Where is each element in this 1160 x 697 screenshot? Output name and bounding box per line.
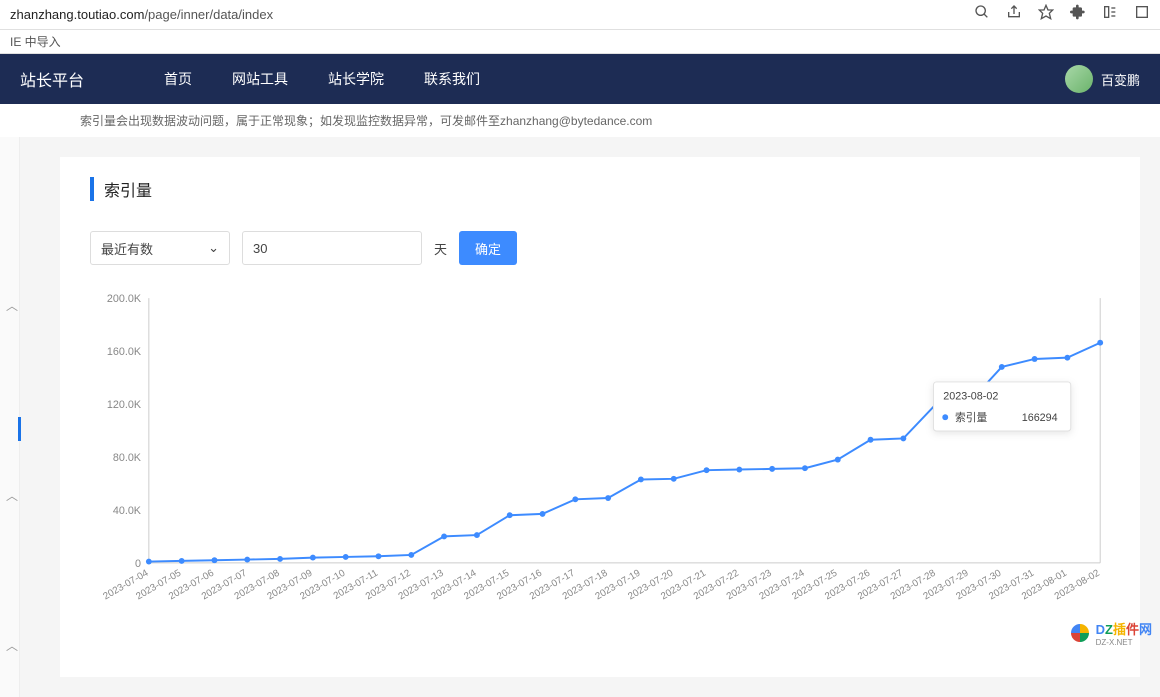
url-display: zhanzhang.toutiao.com/page/inner/data/in… — [10, 7, 974, 22]
left-sidebar: ︿ ︿ ︿ — [0, 137, 20, 697]
period-select[interactable]: 最近有数 ⌄ — [90, 231, 230, 265]
svg-text:166294: 166294 — [1022, 412, 1058, 424]
chevron-up-icon[interactable]: ︿ — [6, 487, 18, 504]
watermark-text: DZ插件网 — [1096, 619, 1152, 638]
bookmark-item[interactable]: IE 中导入 — [10, 33, 61, 50]
chevron-up-icon[interactable]: ︿ — [6, 297, 18, 314]
svg-text:40.0K: 40.0K — [113, 505, 142, 517]
browser-address-bar: zhanzhang.toutiao.com/page/inner/data/in… — [0, 0, 1160, 30]
nav-menu: 首页 网站工具 站长学院 联系我们 — [164, 69, 1065, 89]
nav-academy[interactable]: 站长学院 — [328, 69, 384, 89]
share-icon[interactable] — [1006, 4, 1022, 25]
watermark-sub: DZ-X.NET — [1096, 638, 1152, 647]
nav-tools[interactable]: 网站工具 — [232, 69, 288, 89]
svg-text:160.0K: 160.0K — [107, 346, 142, 358]
window-icon[interactable] — [1134, 4, 1150, 25]
username: 百变鹏 — [1101, 70, 1140, 89]
chevron-down-icon: ⌄ — [208, 240, 219, 256]
svg-text:80.0K: 80.0K — [113, 452, 142, 464]
site-nav: 站长平台 首页 网站工具 站长学院 联系我们 百变鹏 — [0, 54, 1160, 104]
info-email[interactable]: zhanzhang@bytedance.com — [500, 114, 652, 128]
svg-text:2023-08-02: 2023-08-02 — [943, 391, 998, 403]
user-area[interactable]: 百变鹏 — [1065, 65, 1140, 93]
search-icon[interactable] — [974, 4, 990, 25]
svg-text:120.0K: 120.0K — [107, 399, 142, 411]
bookmark-bar: IE 中导入 — [0, 30, 1160, 54]
reading-list-icon[interactable] — [1102, 4, 1118, 25]
watermark-text-wrap: DZ插件网 DZ-X.NET — [1096, 619, 1152, 647]
confirm-button[interactable]: 确定 — [459, 231, 517, 265]
sidebar-active-indicator — [18, 417, 21, 441]
svg-text:200.0K: 200.0K — [107, 293, 142, 305]
url-host: zhanzhang.toutiao.com — [10, 7, 144, 22]
star-icon[interactable] — [1038, 4, 1054, 25]
svg-text:索引量: 索引量 — [955, 411, 988, 424]
svg-text:0: 0 — [135, 558, 141, 570]
platform-title: 站长平台 — [20, 67, 84, 91]
chart-svg: 040.0K80.0K120.0K160.0K200.0K2023-07-042… — [90, 285, 1110, 625]
nav-contact[interactable]: 联系我们 — [424, 69, 480, 89]
browser-action-icons — [974, 4, 1150, 25]
info-message: 索引量会出现数据波动问题，属于正常现象；如发现监控数据异常，可发邮件至 — [80, 114, 500, 128]
chart-controls: 最近有数 ⌄ 天 确定 — [90, 231, 1110, 265]
watermark-logo-icon — [1068, 621, 1092, 645]
select-label: 最近有数 — [101, 239, 153, 258]
extensions-icon[interactable] — [1070, 4, 1086, 25]
info-banner: 索引量会出现数据波动问题，属于正常现象；如发现监控数据异常，可发邮件至zhanz… — [0, 104, 1160, 137]
days-input[interactable] — [242, 231, 422, 265]
content-area: ︿ ︿ ︿ 索引量 最近有数 ⌄ 天 确定 0 40.0K 80.0K 120.0K 1… — [0, 137, 1160, 697]
chevron-up-icon[interactable]: ︿ — [6, 637, 18, 654]
main-panel: 索引量 最近有数 ⌄ 天 确定 0 40.0K 80.0K 120.0K 160.0K 2… — [60, 157, 1140, 677]
nav-home[interactable]: 首页 — [164, 69, 192, 89]
watermark: DZ插件网 DZ-X.NET — [1068, 619, 1152, 647]
avatar — [1065, 65, 1093, 93]
url-path: /page/inner/data/index — [144, 7, 273, 22]
unit-label: 天 — [434, 239, 447, 258]
section-title: 索引量 — [90, 177, 1110, 201]
index-chart: 040.0K80.0K120.0K160.0K200.0K2023-07-042… — [90, 285, 1110, 625]
